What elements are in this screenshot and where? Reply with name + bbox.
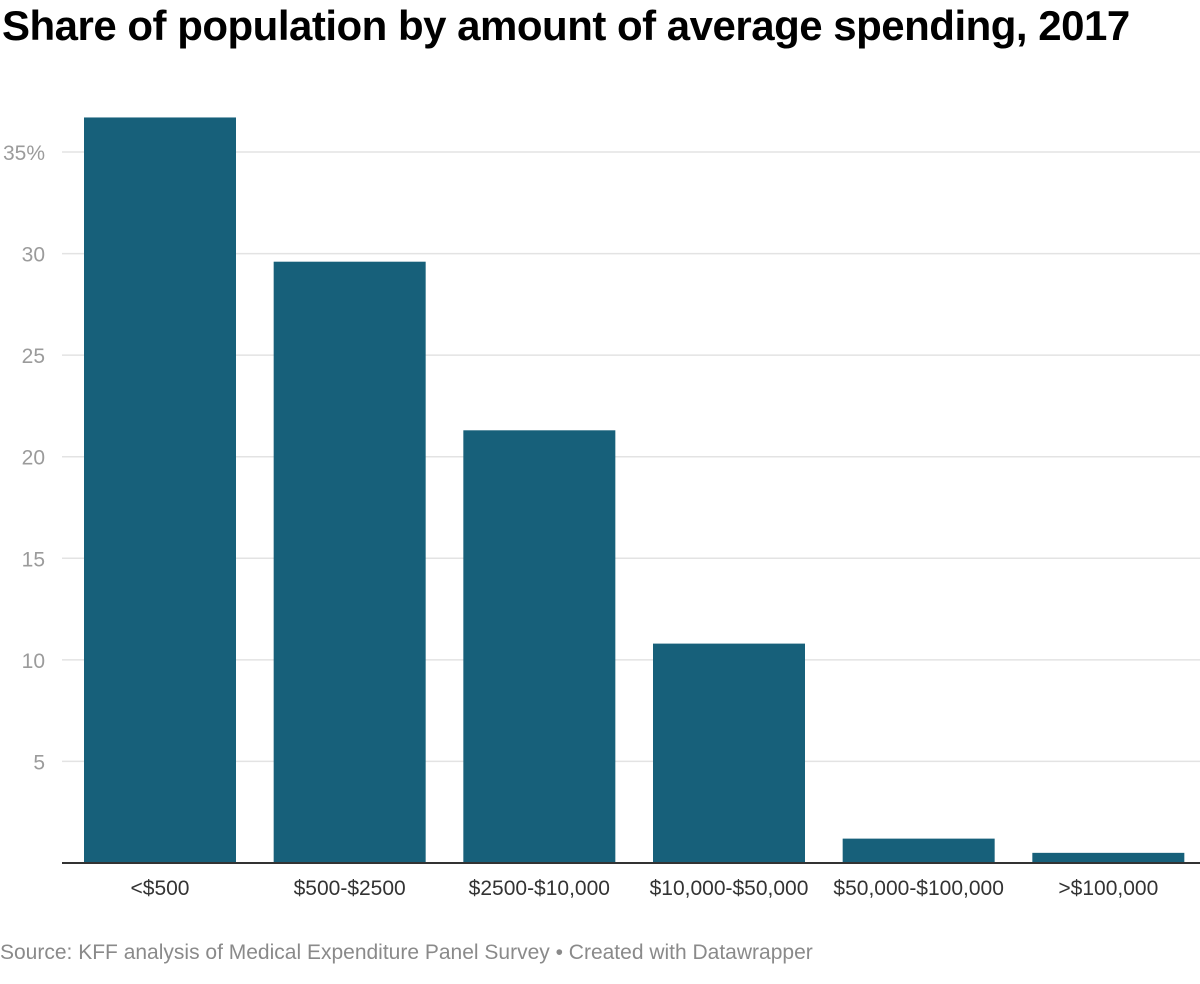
bars [84,117,1185,864]
y-tick-label: 20 [22,447,45,470]
x-tick-label: $500-$2500 [294,877,406,900]
x-tick-label: $10,000-$50,000 [650,877,809,900]
bar [842,838,995,863]
gridlines [62,151,1200,763]
bar [273,261,426,863]
y-tick-label: 35% [3,142,45,165]
y-tick-label: 5 [33,751,45,774]
y-tick-label: 30 [22,244,45,267]
source-note: Source: KFF analysis of Medical Expendit… [0,941,813,964]
x-tick-label: <$500 [131,877,190,900]
x-tick-label: >$100,000 [1058,877,1158,900]
bar [463,430,616,863]
y-tick-label: 25 [22,345,45,368]
y-tick-label: 15 [22,548,45,571]
bar [653,643,805,863]
x-tick-label: $50,000-$100,000 [833,877,1004,900]
bar [1032,852,1185,863]
chart-title: Share of population by amount of average… [2,2,1130,49]
x-axis-ticks: <$500 $500-$2500 $2500-$10,000 $10,000-$50,… [131,877,1159,900]
y-tick-label: 10 [22,650,45,673]
bar [84,117,236,864]
y-axis-ticks: 5 10 15 20 25 30 35% [3,142,45,774]
x-tick-label: $2500-$10,000 [469,877,610,900]
